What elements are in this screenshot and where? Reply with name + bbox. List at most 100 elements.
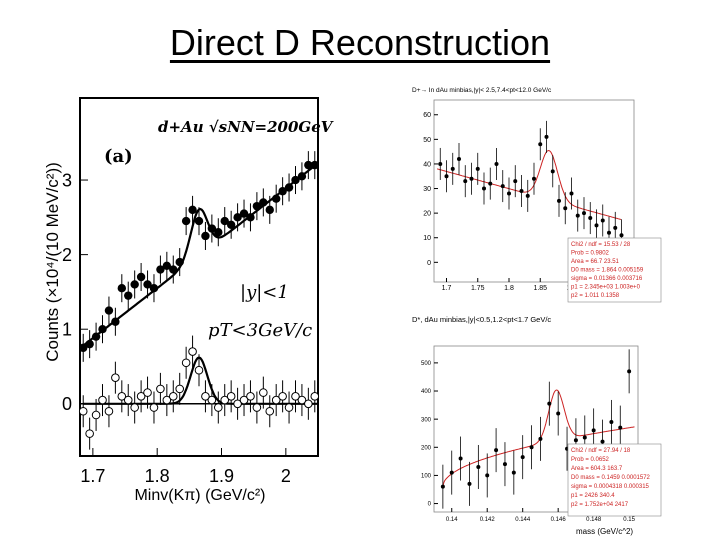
chart-a-point-filled — [156, 265, 165, 274]
chart-b-point — [519, 189, 524, 193]
chart-b-point — [538, 142, 543, 147]
chart-a-point-open — [168, 392, 178, 401]
chart-a-xtick-label: 1.9 — [209, 466, 234, 486]
chart-c-point — [476, 464, 481, 469]
chart-a-point-filled — [207, 224, 217, 233]
chart-a-point-filled — [143, 280, 152, 289]
chart-c-point — [458, 456, 463, 461]
chart-a-point-filled — [201, 231, 210, 241]
chart-a-fit-total — [82, 162, 319, 347]
chart-a-point-filled — [214, 228, 223, 237]
chart-a-point-open — [284, 403, 294, 412]
chart-b-xtick-label: 1.7 — [442, 285, 452, 292]
chart-c-point — [582, 435, 587, 440]
chart-b-point — [475, 166, 480, 171]
chart-a-point-open — [104, 406, 114, 416]
chart-c-point — [485, 473, 490, 478]
chart-a-point-filled — [246, 213, 255, 222]
chart-a-point-open — [98, 395, 107, 405]
chart-c-point — [591, 428, 596, 433]
chart-a-point-filled — [98, 325, 107, 334]
chart-c-point — [511, 470, 516, 475]
chart-c-ytick-label: 400 — [421, 389, 432, 395]
chart-a-point-open — [291, 392, 300, 401]
chart-c-xtick-label: 0.146 — [551, 517, 567, 523]
slide-title: Direct D Reconstruction — [169, 22, 551, 63]
chart-a-point-filled — [91, 332, 101, 341]
chart-a-point-filled — [130, 280, 139, 289]
chart-b-point — [482, 186, 486, 191]
chart-a-point-open — [226, 392, 236, 401]
chart-c-ytick-label: 100 — [421, 474, 432, 480]
chart-b-stat-line: p2 = 1.011 0.1358 — [571, 293, 620, 299]
chart-a-label-rapidity: |y|<1 — [240, 282, 289, 303]
chart-a-point-filled — [194, 216, 204, 226]
chart-c-point — [494, 448, 499, 453]
chart-b-point — [607, 230, 611, 235]
chart-a-point-filled — [175, 257, 184, 267]
chart-b-point — [575, 213, 580, 218]
chart-c-point — [618, 425, 623, 430]
chart-a-point-open — [181, 358, 191, 368]
chart-b-ytick-label: 30 — [423, 186, 431, 193]
chart-a-point-filled — [104, 306, 114, 315]
chart-b-point — [532, 176, 536, 181]
chart-a-point-filled — [310, 160, 319, 170]
chart-b-point — [450, 166, 455, 171]
chart-a-point-open — [304, 399, 313, 409]
chart-b-point — [457, 157, 461, 162]
chart-b-point — [544, 134, 549, 139]
chart-c-stat-line: p1 = 2426 340.4 — [571, 493, 615, 499]
chart-b-dplus-panel: D+→ In dAu minbias,|y|< 2.5,7.4<pt<12.0 … — [412, 87, 662, 303]
chart-a-point-filled — [297, 172, 307, 181]
chart-c-ytick-label: 300 — [421, 417, 432, 423]
chart-c-point — [556, 411, 561, 416]
chart-b-point — [557, 198, 561, 203]
chart-a-point-open — [136, 392, 146, 401]
chart-c-point — [529, 445, 534, 450]
chart-b-point — [619, 233, 624, 238]
chart-c-point — [627, 369, 632, 374]
chart-a-point-filled — [181, 216, 191, 226]
chart-c-point — [467, 481, 472, 486]
chart-a-point-open — [297, 395, 307, 405]
chart-c-point — [449, 470, 454, 475]
chart-a-label-panel: (a) — [104, 146, 133, 167]
chart-b-point — [588, 216, 593, 221]
chart-c-point — [440, 484, 445, 489]
chart-a-point-open — [91, 410, 101, 420]
chart-b-point — [569, 191, 574, 196]
chart-c-point — [573, 438, 578, 443]
chart-b-point — [594, 223, 599, 228]
chart-a-point-filled — [284, 183, 294, 192]
chart-c-xtick-label: 0.142 — [480, 517, 496, 523]
chart-a-point-open — [123, 395, 133, 405]
chart-c-xlabel: mass (GeV/c^2) — [576, 527, 633, 536]
chart-c-stat-line: Prob = 0.0652 — [571, 457, 610, 463]
chart-a-point-filled — [220, 216, 229, 226]
chart-a-point-filled — [233, 213, 242, 222]
chart-b-point — [469, 176, 474, 181]
chart-b-stat-line: Chi2 / ndf = 15.53 / 28 — [571, 242, 631, 248]
chart-c-point — [520, 455, 525, 460]
chart-c-point — [609, 419, 614, 424]
chart-c-point — [502, 462, 507, 467]
chart-a-label-energy: d+Au √sNN=200GeV — [158, 118, 334, 136]
chart-b-point — [563, 206, 568, 211]
chart-a-xlabel: Minv(Kπ) (GeV/c²) — [134, 487, 265, 504]
chart-a-point-open — [271, 395, 281, 405]
chart-b-ytick-label: 10 — [423, 235, 431, 242]
chart-b-point — [525, 193, 530, 198]
chart-a-point-open — [117, 392, 127, 401]
chart-c-ytick-label: 200 — [421, 445, 432, 451]
chart-b-point — [494, 161, 499, 166]
chart-a-ytick-label: 2 — [62, 245, 72, 265]
chart-a-point-filled — [85, 339, 94, 349]
chart-a-xtick-label: 1.8 — [145, 466, 170, 486]
chart-a-point-open — [149, 403, 159, 412]
chart-b-stat-line: Area = 66.7 23.51 — [571, 259, 620, 265]
chart-a-point-open — [130, 403, 139, 412]
chart-a-point-filled — [188, 205, 197, 215]
chart-a-point-filled — [265, 205, 274, 215]
